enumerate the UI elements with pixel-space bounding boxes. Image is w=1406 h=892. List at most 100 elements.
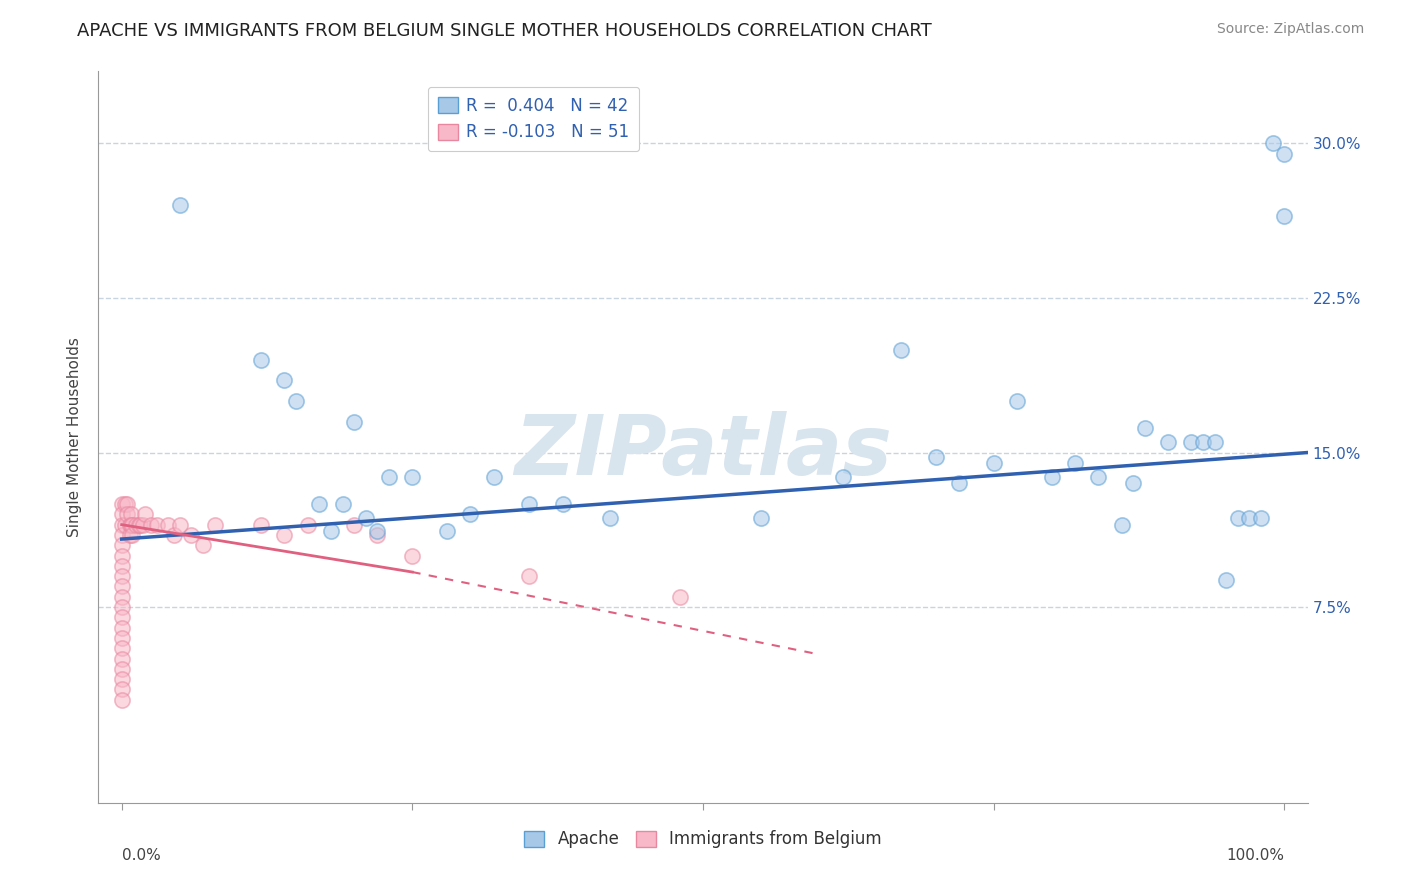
- Point: [1204, 435, 1226, 450]
- Point: [1272, 146, 1295, 161]
- Point: [204, 517, 226, 532]
- Point: [378, 470, 401, 484]
- Point: [831, 470, 853, 484]
- Point: [117, 508, 139, 522]
- Point: [250, 352, 273, 367]
- Point: [749, 511, 772, 525]
- Text: Source: ZipAtlas.com: Source: ZipAtlas.com: [1216, 22, 1364, 37]
- Point: [118, 517, 141, 532]
- Point: [111, 600, 134, 615]
- Point: [111, 528, 134, 542]
- Point: [111, 549, 134, 563]
- Point: [111, 651, 134, 665]
- Point: [111, 590, 134, 604]
- Point: [308, 497, 330, 511]
- Point: [436, 524, 458, 538]
- Point: [121, 517, 143, 532]
- Point: [297, 517, 319, 532]
- Point: [111, 558, 134, 573]
- Point: [120, 508, 142, 522]
- Point: [319, 524, 342, 538]
- Point: [1261, 136, 1284, 151]
- Point: [1005, 394, 1028, 409]
- Point: [1215, 574, 1237, 588]
- Point: [111, 579, 134, 593]
- Point: [124, 517, 146, 532]
- Point: [401, 549, 423, 563]
- Point: [354, 511, 377, 525]
- Point: [1272, 209, 1295, 223]
- Point: [366, 524, 388, 538]
- Point: [460, 508, 482, 522]
- Point: [111, 641, 134, 656]
- Point: [553, 497, 575, 511]
- Point: [250, 517, 273, 532]
- Point: [1226, 511, 1249, 525]
- Point: [343, 517, 366, 532]
- Text: 0.0%: 0.0%: [122, 848, 160, 863]
- Point: [273, 528, 295, 542]
- Point: [482, 470, 505, 484]
- Point: [948, 476, 970, 491]
- Point: [111, 662, 134, 676]
- Text: 100.0%: 100.0%: [1226, 848, 1284, 863]
- Text: APACHE VS IMMIGRANTS FROM BELGIUM SINGLE MOTHER HOUSEHOLDS CORRELATION CHART: APACHE VS IMMIGRANTS FROM BELGIUM SINGLE…: [77, 22, 932, 40]
- Point: [111, 508, 134, 522]
- Point: [517, 569, 540, 583]
- Point: [120, 517, 142, 532]
- Point: [111, 631, 134, 645]
- Point: [157, 517, 180, 532]
- Point: [169, 517, 191, 532]
- Point: [111, 569, 134, 583]
- Point: [121, 528, 143, 542]
- Point: [1064, 456, 1087, 470]
- Point: [134, 508, 156, 522]
- Point: [401, 470, 423, 484]
- Legend: Apache, Immigrants from Belgium: Apache, Immigrants from Belgium: [516, 822, 890, 856]
- Point: [599, 511, 621, 525]
- Point: [169, 198, 191, 212]
- Y-axis label: Single Mother Households: Single Mother Households: [67, 337, 83, 537]
- Point: [111, 693, 134, 707]
- Point: [180, 528, 202, 542]
- Text: ZIPatlas: ZIPatlas: [515, 411, 891, 492]
- Point: [1122, 476, 1144, 491]
- Point: [111, 621, 134, 635]
- Point: [1111, 517, 1133, 532]
- Point: [517, 497, 540, 511]
- Point: [1133, 421, 1156, 435]
- Point: [890, 343, 912, 357]
- Point: [111, 538, 134, 552]
- Point: [273, 373, 295, 387]
- Point: [111, 682, 134, 697]
- Point: [128, 517, 150, 532]
- Point: [1192, 435, 1215, 450]
- Point: [114, 517, 136, 532]
- Point: [145, 517, 167, 532]
- Point: [111, 610, 134, 624]
- Point: [139, 517, 162, 532]
- Point: [1250, 511, 1272, 525]
- Point: [285, 394, 308, 409]
- Point: [983, 456, 1005, 470]
- Point: [1180, 435, 1202, 450]
- Point: [366, 528, 388, 542]
- Point: [111, 497, 134, 511]
- Point: [1040, 470, 1063, 484]
- Point: [118, 528, 141, 542]
- Point: [117, 497, 139, 511]
- Point: [924, 450, 946, 464]
- Point: [343, 415, 366, 429]
- Point: [131, 517, 153, 532]
- Point: [332, 497, 354, 511]
- Point: [111, 517, 134, 532]
- Point: [129, 517, 152, 532]
- Point: [111, 672, 134, 686]
- Point: [114, 497, 136, 511]
- Point: [1239, 511, 1261, 525]
- Point: [1157, 435, 1180, 450]
- Point: [1087, 470, 1109, 484]
- Point: [163, 528, 186, 542]
- Point: [668, 590, 690, 604]
- Point: [191, 538, 214, 552]
